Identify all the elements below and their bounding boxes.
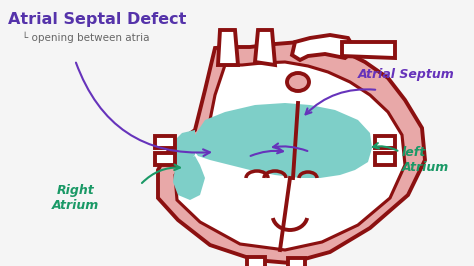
Text: left
Atrium: left Atrium: [402, 146, 449, 174]
Polygon shape: [247, 257, 265, 266]
FancyArrowPatch shape: [273, 143, 308, 151]
Polygon shape: [155, 136, 175, 148]
Polygon shape: [175, 62, 405, 250]
FancyArrowPatch shape: [142, 165, 180, 183]
Polygon shape: [288, 258, 305, 266]
Ellipse shape: [287, 73, 309, 91]
Polygon shape: [170, 130, 195, 165]
Text: Atrial Septal Defect: Atrial Septal Defect: [8, 12, 186, 27]
FancyArrowPatch shape: [251, 148, 283, 156]
Polygon shape: [155, 153, 175, 165]
Text: Atrial Septum: Atrial Septum: [358, 68, 455, 81]
Polygon shape: [342, 42, 395, 58]
Polygon shape: [218, 30, 238, 65]
Polygon shape: [375, 136, 395, 148]
Polygon shape: [173, 156, 205, 200]
FancyArrowPatch shape: [373, 143, 398, 151]
FancyArrowPatch shape: [76, 63, 210, 156]
Polygon shape: [292, 35, 355, 60]
Text: └ opening between atria: └ opening between atria: [22, 32, 149, 43]
Polygon shape: [255, 30, 275, 65]
FancyArrowPatch shape: [306, 89, 375, 114]
Text: Right
Atrium: Right Atrium: [52, 184, 99, 212]
Polygon shape: [375, 153, 395, 165]
Polygon shape: [195, 103, 372, 178]
Polygon shape: [158, 42, 425, 263]
